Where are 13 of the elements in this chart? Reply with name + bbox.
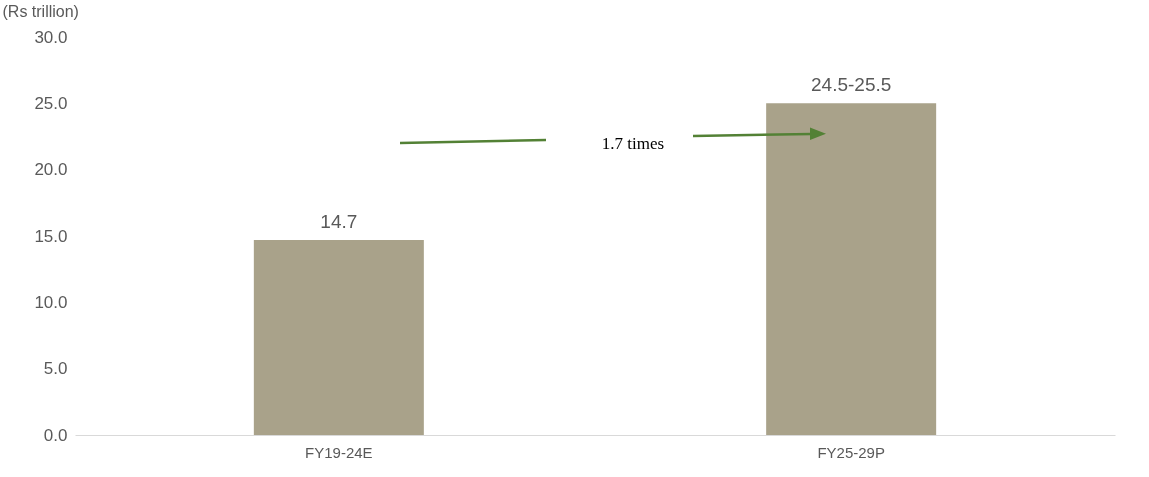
annotation: 1.7 times	[601, 134, 665, 153]
y-tick-label: 30.0	[34, 27, 68, 47]
y-axis-title: (Rs trillion)	[2, 2, 79, 20]
y-tick-label: 10.0	[34, 292, 68, 312]
x-tick-label: FY19-24E	[305, 443, 373, 461]
y-tick-label: 5.0	[43, 359, 68, 379]
y-tick-label: 15.0	[34, 226, 68, 246]
y-tick-label: 20.0	[34, 160, 68, 180]
data-label: 24.5-25.5	[811, 74, 892, 96]
y-tick-label: 0.0	[43, 425, 68, 445]
x-tick-label: FY25-29P	[817, 443, 885, 461]
y-tick-label: 25.0	[34, 93, 68, 113]
data-label: 14.7	[320, 210, 358, 232]
